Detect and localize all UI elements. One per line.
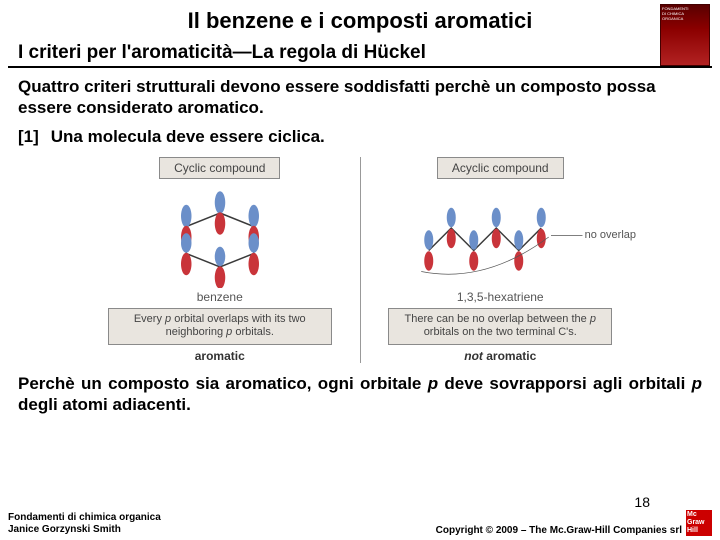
- conclusion-text: Perchè un composto sia aromatico, ogni o…: [0, 367, 720, 418]
- slide-title: Il benzene e i composti aromatici: [0, 0, 720, 34]
- acyclic-panel: Acyclic compound: [361, 157, 641, 364]
- book-cover-thumbnail: FONDAMENTI DI CHIMICA ORGANICA: [660, 4, 710, 66]
- footer-book-title: Fondamenti di chimica organica: [8, 512, 161, 524]
- cyclic-header: Cyclic compound: [159, 157, 280, 179]
- hexatriene-diagram: [410, 183, 590, 288]
- hexatriene-label: 1,3,5-hexatriene: [457, 290, 544, 304]
- criterion-number: [1]: [18, 127, 46, 147]
- acyclic-header: Acyclic compound: [437, 157, 564, 179]
- comparison-figure: Cyclic compound: [80, 157, 640, 364]
- cyclic-description: Every p orbital overlaps with its two ne…: [108, 308, 332, 346]
- slide-subtitle: I criteri per l'aromaticità—La regola di…: [8, 34, 712, 68]
- footer-left: Fondamenti di chimica organica Janice Go…: [8, 512, 161, 536]
- criterion-text: Una molecula deve essere ciclica.: [51, 127, 325, 146]
- intro-text: Quattro criteri strutturali devono esser…: [0, 68, 720, 123]
- page-number: 18: [634, 494, 650, 510]
- cyclic-panel: Cyclic compound: [80, 157, 361, 364]
- no-overlap-label: no overlap: [585, 229, 636, 241]
- footer-right: Copyright © 2009 – The Mc.Graw-Hill Comp…: [436, 510, 712, 536]
- acyclic-description: There can be no overlap between the p or…: [388, 308, 612, 346]
- aromatic-label: aromatic: [195, 349, 245, 363]
- benzene-label: benzene: [197, 290, 243, 304]
- footer-author: Janice Gorzynski Smith: [8, 524, 161, 536]
- footer: Fondamenti di chimica organica Janice Go…: [0, 510, 720, 536]
- benzene-diagram: [145, 183, 295, 288]
- mcgraw-hill-logo-icon: McGrawHill: [686, 510, 712, 536]
- criterion-1: [1] Una molecula deve essere ciclica.: [0, 123, 720, 151]
- not-aromatic-label: not aromatic: [464, 349, 536, 363]
- footer-copyright: Copyright © 2009 – The Mc.Graw-Hill Comp…: [436, 525, 682, 536]
